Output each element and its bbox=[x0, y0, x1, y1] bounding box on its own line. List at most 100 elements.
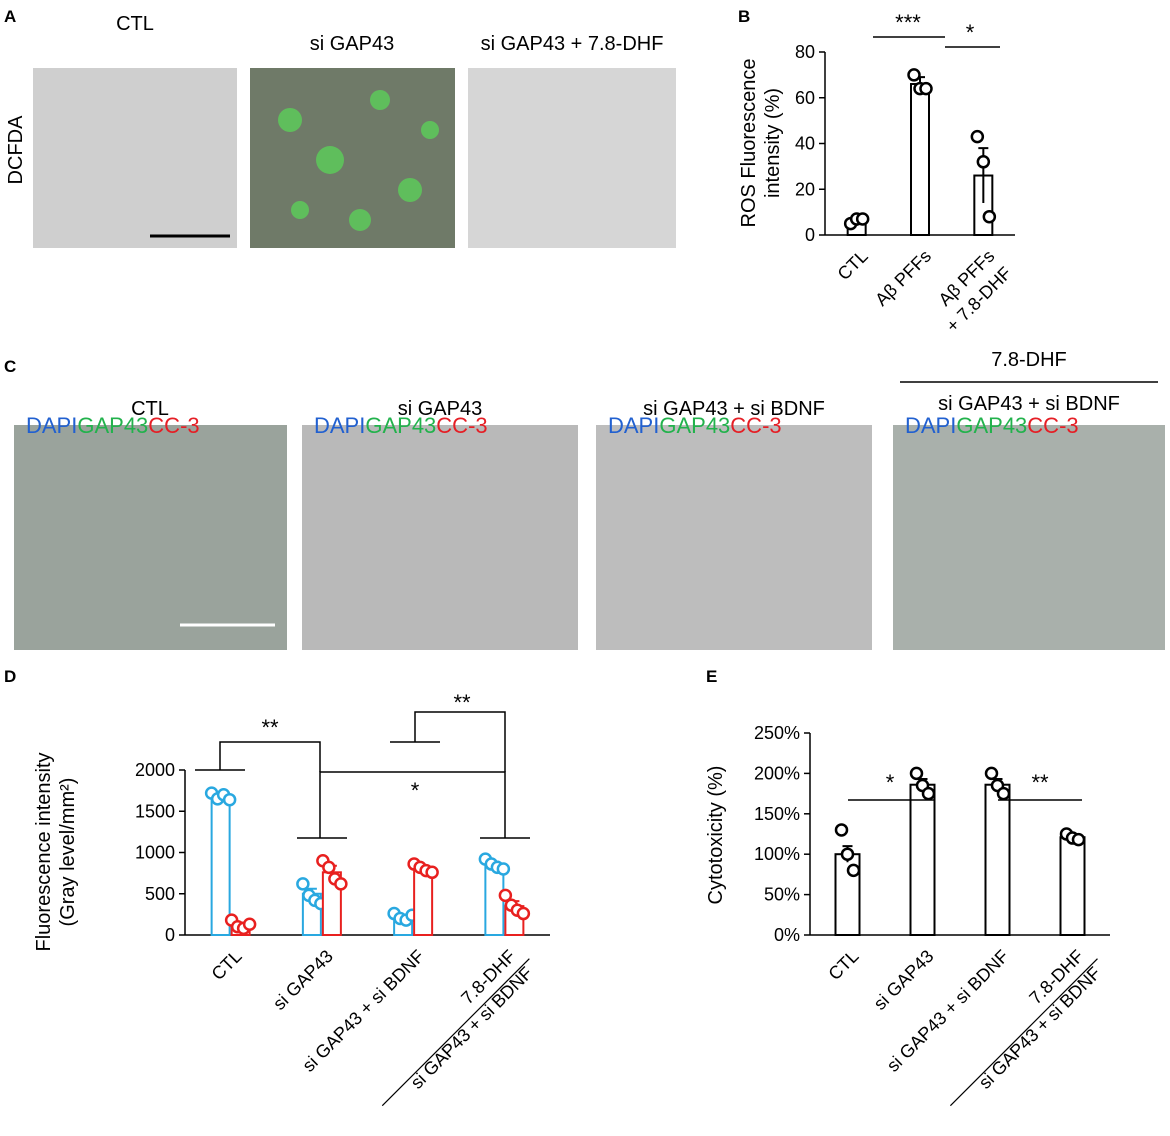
data-point bbox=[919, 81, 933, 96]
data-point bbox=[984, 766, 999, 781]
micrograph bbox=[596, 425, 872, 650]
stain-label: DAPIGAP43CC-3 bbox=[905, 413, 1079, 438]
data-point bbox=[222, 792, 237, 807]
significance-bracket bbox=[319, 771, 506, 838]
significance-bracket bbox=[414, 711, 506, 772]
significance-label: * bbox=[886, 770, 895, 795]
stain-text: DAPI bbox=[608, 413, 659, 438]
stain-text: GAP43 bbox=[77, 413, 148, 438]
panel-letter: B bbox=[738, 7, 750, 26]
y-tick-label: 60 bbox=[795, 88, 815, 108]
stain-text: GAP43 bbox=[659, 413, 730, 438]
bar bbox=[1059, 836, 1086, 936]
cells bbox=[278, 90, 439, 231]
y-axis-label: Fluorescence intensity (Gray level/mm²) bbox=[33, 753, 79, 952]
data-point bbox=[242, 917, 257, 932]
column-label: CTL bbox=[131, 398, 169, 420]
x-tick-label: Aβ PFFs+ 7.8-DHF bbox=[925, 246, 1015, 336]
stain-text: GAP43 bbox=[365, 413, 436, 438]
data-point bbox=[498, 888, 513, 903]
x-tick-label: si GAP43 bbox=[870, 946, 938, 1014]
bar bbox=[910, 83, 930, 237]
y-tick-label: 0 bbox=[165, 925, 175, 945]
stain-label: DAPIGAP43CC-3 bbox=[26, 413, 200, 438]
data-point bbox=[909, 766, 924, 781]
x-tick-label: si GAP43 + si BDNF bbox=[883, 946, 1013, 1076]
data-point bbox=[425, 865, 439, 880]
y-tick-label: 20 bbox=[795, 179, 815, 199]
x-tick-group: CTL bbox=[208, 946, 246, 984]
bar bbox=[909, 783, 936, 936]
micrograph bbox=[14, 425, 287, 650]
y-tick-label: 80 bbox=[795, 42, 815, 62]
significance-label: ** bbox=[261, 715, 279, 740]
data-point bbox=[516, 906, 531, 921]
x-tick-group: si GAP43 + si BDNF bbox=[883, 946, 1013, 1076]
y-axis-label: Cytotoxicity (%) bbox=[705, 766, 727, 905]
stain-text: DAPI bbox=[314, 413, 365, 438]
micrograph bbox=[468, 68, 676, 248]
x-tick-group: si GAP43 bbox=[269, 946, 337, 1014]
y-tick-label: 1500 bbox=[135, 801, 175, 821]
stain-text: CC-3 bbox=[148, 413, 199, 438]
y-tick-label: 500 bbox=[145, 884, 175, 904]
stain-label: DAPIGAP43CC-3 bbox=[314, 413, 488, 438]
x-tick-label: si GAP43 bbox=[269, 946, 337, 1014]
x-tick-group: 7.8-DHFsi GAP43 + si BDNF bbox=[381, 946, 536, 1107]
x-tick-group: Aβ PFFs bbox=[871, 246, 935, 310]
x-tick-label: CTL bbox=[208, 946, 246, 984]
data-point bbox=[334, 877, 348, 891]
y-tick-label: 40 bbox=[795, 134, 815, 154]
micrograph bbox=[302, 425, 578, 650]
x-tick-group: CTL bbox=[824, 946, 862, 984]
panel-letter: D bbox=[4, 667, 16, 686]
data-point bbox=[976, 155, 991, 169]
column-label: si GAP43 + si BDNF bbox=[938, 393, 1120, 415]
panel-letter: C bbox=[4, 357, 16, 376]
row-label: DCFDA bbox=[5, 115, 27, 185]
bar bbox=[413, 868, 434, 936]
data-point bbox=[982, 209, 997, 224]
y-axis-label: ROS Fluorescence intensity (%) bbox=[738, 59, 784, 228]
category-divider bbox=[381, 958, 530, 1107]
y-tick-label: 0% bbox=[774, 925, 800, 945]
stain-text: CC-3 bbox=[730, 413, 781, 438]
column-label: si GAP43 + si BDNF bbox=[643, 398, 825, 420]
significance-label: *** bbox=[895, 10, 921, 35]
stain-label: DAPIGAP43CC-3 bbox=[608, 413, 782, 438]
column-label: CTL bbox=[116, 13, 154, 35]
stain-text: CC-3 bbox=[436, 413, 487, 438]
column-label: si GAP43 bbox=[398, 398, 482, 420]
significance-label: ** bbox=[453, 690, 471, 715]
stain-text: GAP43 bbox=[956, 413, 1027, 438]
y-tick-label: 0 bbox=[805, 225, 815, 245]
x-tick-group: 7.8-DHFsi GAP43 + si BDNF bbox=[949, 946, 1105, 1107]
micrograph bbox=[893, 425, 1165, 650]
significance-label: ** bbox=[1031, 770, 1049, 795]
panel-letter: E bbox=[706, 667, 717, 686]
category-divider bbox=[949, 958, 1098, 1107]
data-point bbox=[496, 862, 511, 876]
data-point bbox=[1071, 832, 1086, 847]
data-point bbox=[296, 877, 310, 891]
y-tick-label: 100% bbox=[754, 844, 800, 864]
column-label: 7.8-DHF bbox=[991, 349, 1067, 371]
y-tick-label: 50% bbox=[764, 885, 800, 905]
x-tick-label: CTL bbox=[824, 946, 862, 984]
micrograph bbox=[33, 68, 237, 248]
x-tick-group: CTL bbox=[834, 246, 872, 284]
stain-text: DAPI bbox=[905, 413, 956, 438]
y-tick-label: 200% bbox=[754, 763, 800, 783]
panel-letter: A bbox=[4, 7, 16, 26]
y-tick-label: 1000 bbox=[135, 843, 175, 863]
data-point bbox=[322, 860, 336, 875]
column-label: si GAP43 bbox=[310, 33, 394, 55]
significance-label: * bbox=[411, 778, 420, 803]
data-point bbox=[846, 863, 861, 878]
x-tick-label: CTL bbox=[834, 246, 872, 284]
x-tick-group: Aβ PFFs+ 7.8-DHF bbox=[925, 246, 1016, 336]
x-tick-label: Aβ PFFs bbox=[871, 246, 935, 310]
data-point bbox=[921, 786, 936, 801]
stain-text: CC-3 bbox=[1027, 413, 1078, 438]
